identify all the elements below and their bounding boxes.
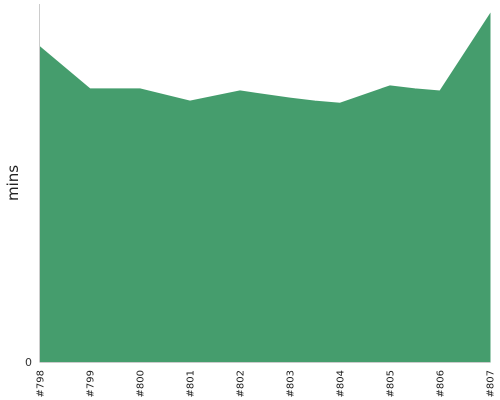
y-axis-label: mins: [4, 165, 22, 201]
x-tick-label: #800: [136, 370, 147, 397]
x-tick-label: #803: [286, 370, 297, 397]
x-tick-label: #801: [186, 370, 197, 397]
x-axis-ticks: #798 #799 #800 #801 #802 #803 #804 #805 #806 #807: [36, 370, 497, 397]
x-tick-label: #799: [86, 370, 97, 397]
x-tick-label: #804: [336, 370, 347, 397]
x-tick-label: #806: [436, 370, 447, 397]
x-tick-label: #805: [386, 370, 397, 397]
x-tick-label: #798: [36, 370, 47, 397]
x-tick-label: #807: [486, 370, 497, 397]
plot-area: [39, 12, 491, 363]
y-axis-ticks: 0: [25, 356, 32, 369]
area-series: [39, 12, 491, 363]
x-tick-label: #802: [236, 370, 247, 397]
y-tick-label: 0: [25, 356, 32, 369]
